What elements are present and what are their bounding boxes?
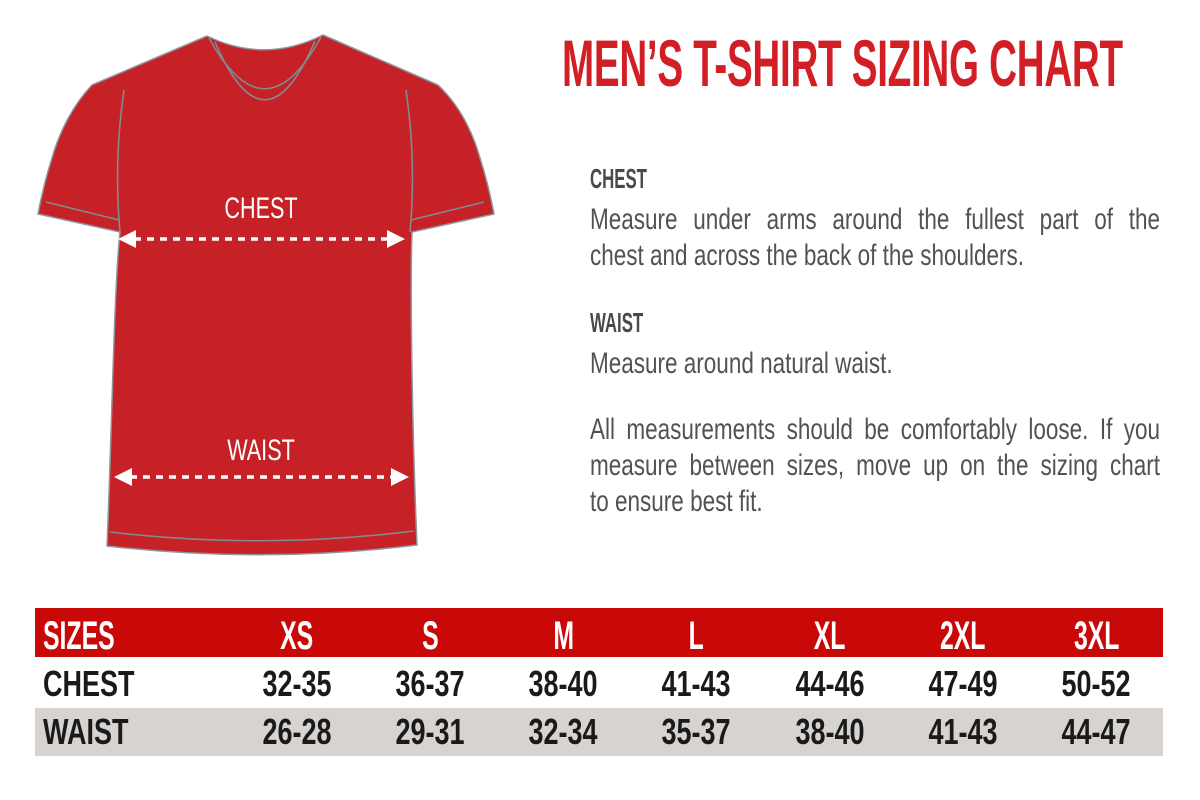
left-sleeve-seam [116,89,125,233]
size-table-header-row: SIZES XS S M L XL 2XL 3XL [35,608,1163,657]
waist-value-xs: 26-28 [262,711,332,752]
waist-section-paragraph: Measure around natural waist. [590,346,1160,382]
paragraph-line: Measure under arms around the fullest pa… [590,203,1160,236]
waist-value-2xl: 41-43 [928,711,998,752]
chest-section: CHEST Measure under arms around the full… [590,164,1160,274]
waist-value-xl: 38-40 [795,711,865,752]
row-label-chest: CHEST [43,663,135,704]
header-cell-xs: XS [280,613,314,658]
chest-label-on-shirt: CHEST [224,192,298,225]
waist-section-heading: WAIST [590,307,644,338]
collar-seam-inner [214,40,316,101]
waist-row: WAIST 26-28 29-31 32-34 35-37 38-40 41-4… [35,708,1163,756]
fit-note-section: All measurements should be comfortably l… [590,412,1160,520]
paragraph-line: to ensure best fit. [590,485,763,518]
hem-stitch [109,530,415,542]
header-cell-3xl: 3XL [1073,613,1120,658]
header-cell-2xl: 2XL [940,613,986,658]
header-cell-sizes: SIZES [43,613,115,658]
waist-value-l: 35-37 [661,711,732,752]
page-title: MEN’S T-SHIRT SIZING CHART [562,26,1123,100]
chest-measurement-arrow [118,230,405,248]
tshirt-illustration [37,34,495,556]
tshirt-body [37,34,495,556]
chest-value-xs: 32-35 [262,663,332,704]
chest-value-m: 38-40 [528,663,598,704]
paragraph-line: chest and across the back of the shoulde… [590,239,1025,272]
chest-value-xl: 44-46 [795,663,865,704]
paragraph-line: Measure around natural waist. [590,347,893,380]
header-cell-s: S [421,613,439,658]
chest-value-3xl: 50-52 [1061,663,1131,704]
chest-value-l: 41-43 [661,663,732,704]
header-cell-m: M [552,613,574,658]
chest-value-s: 36-37 [395,663,465,704]
waist-label-on-shirt: WAIST [227,434,295,467]
left-cuff-stitch [45,201,120,221]
chest-value-2xl: 47-49 [928,663,998,704]
tshirt-seam-lines [45,36,485,542]
header-cell-xl: XL [813,613,846,658]
chest-row: CHEST 32-35 36-37 38-40 41-43 44-46 47-4… [35,660,1163,708]
paragraph-line: measure between sizes, move up on the si… [590,449,1160,482]
waist-value-s: 29-31 [395,711,465,752]
paragraph-line: All measurements should be comfortably l… [590,413,1160,446]
right-cuff-stitch [410,201,485,221]
chest-section-paragraph: Measure under arms around the fullest pa… [590,202,1160,274]
row-label-waist: WAIST [43,711,129,752]
fit-note-paragraph: All measurements should be comfortably l… [590,412,1160,520]
waist-value-3xl: 44-47 [1061,711,1131,752]
chest-section-heading: CHEST [590,163,647,194]
waist-value-m: 32-34 [528,711,598,752]
header-cell-l: L [688,613,705,658]
right-sleeve-seam [405,89,414,233]
waist-section: WAIST Measure around natural waist. [590,308,1160,382]
size-table: SIZES XS S M L XL 2XL 3XL CHEST 32-35 36… [35,608,1163,756]
waist-measurement-arrow [114,468,409,486]
